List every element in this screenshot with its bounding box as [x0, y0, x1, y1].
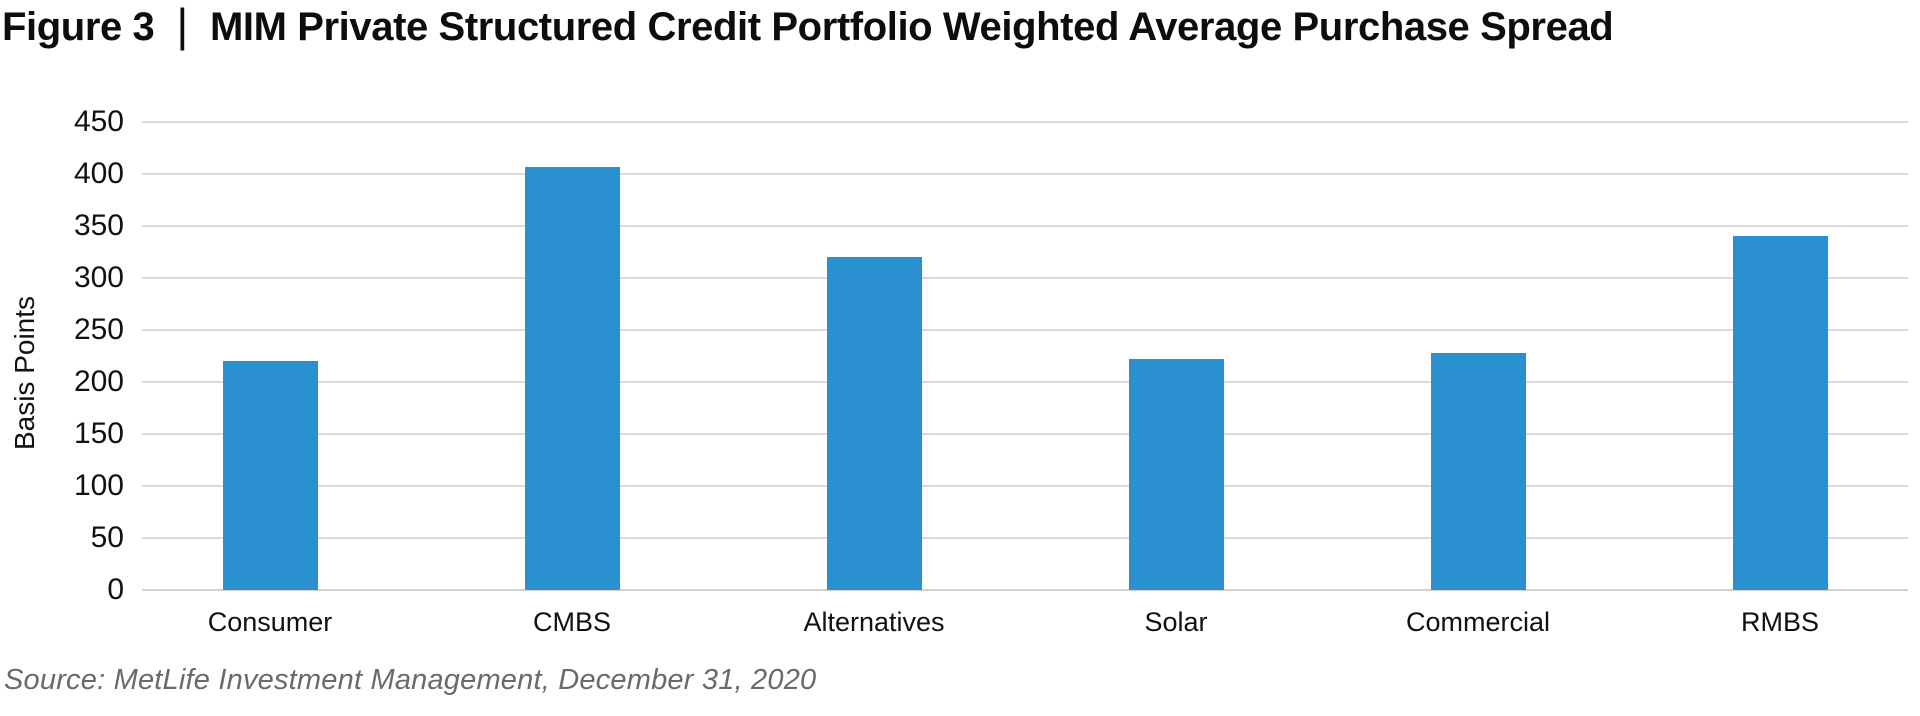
- bar-chart: Basis Points 0 50 100 150 200 250 300 350 400 450…: [0, 70, 1920, 650]
- gridline-100: [142, 485, 1908, 487]
- y-tick-label-400: 400: [73, 157, 124, 190]
- y-tick-label-200: 200: [73, 365, 124, 398]
- gridline-300: [142, 277, 1908, 279]
- gridline-200: [142, 381, 1908, 383]
- y-tick-label-0: 0: [107, 573, 124, 606]
- bar-rmbs: [1732, 236, 1828, 590]
- gridline-0: [142, 589, 1908, 591]
- y-tick-label-250: 250: [73, 313, 124, 346]
- y-tick-label-450: 450: [73, 105, 124, 138]
- figure-title: Figure 3 | MIM Private Structured Credit…: [2, 0, 1614, 51]
- x-axis-label-solar: Solar: [1144, 607, 1208, 637]
- gridline-400: [142, 173, 1908, 175]
- bar-alternatives: [826, 257, 922, 590]
- x-axis-label-alternatives: Alternatives: [803, 607, 945, 637]
- source-note: Source: MetLife Investment Management, D…: [4, 664, 817, 696]
- y-tick-label-300: 300: [73, 261, 124, 294]
- gridline-150: [142, 433, 1908, 435]
- y-tick-label-150: 150: [73, 417, 124, 450]
- y-tick-label-100: 100: [73, 469, 124, 502]
- gridline-450: [142, 121, 1908, 123]
- gridline-50: [142, 537, 1908, 539]
- x-axis-label-cmbs: CMBS: [532, 607, 611, 637]
- y-tick-label-50: 50: [90, 521, 124, 554]
- x-axis-label-rmbs: RMBS: [1740, 607, 1819, 637]
- bar-cmbs: [524, 166, 620, 590]
- bar-commercial: [1430, 352, 1526, 590]
- bar-consumer: [222, 361, 318, 590]
- bar-solar: [1128, 359, 1224, 590]
- y-tick-label-350: 350: [73, 209, 124, 242]
- plot-area: 0 50 100 150 200 250 300 350 400 450 Consumer CMBS A…: [74, 106, 1908, 637]
- gridline-350: [142, 225, 1908, 227]
- title-text: MIM Private Structured Credit Portfolio …: [209, 4, 1614, 49]
- x-axis-label-commercial: Commercial: [1405, 607, 1551, 637]
- figure-label: Figure 3: [2, 4, 155, 49]
- title-separator: |: [176, 0, 188, 51]
- x-axis-label-consumer: Consumer: [207, 607, 333, 637]
- gridline-250: [142, 329, 1908, 331]
